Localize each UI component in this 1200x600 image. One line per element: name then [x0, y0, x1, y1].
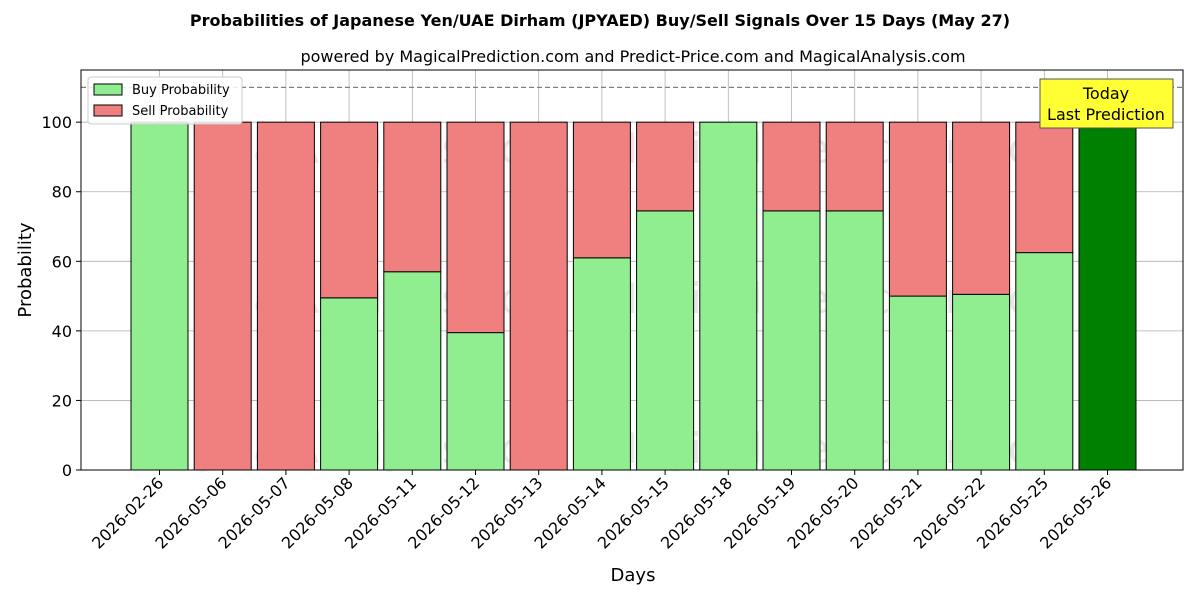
bar-buy	[383, 271, 442, 471]
bar-sell	[383, 121, 442, 273]
y-tick-label: 40	[52, 322, 72, 341]
chart-title: Probabilities of Japanese Yen/UAE Dirham…	[190, 11, 1010, 30]
legend-box	[87, 76, 243, 125]
bar-sell	[446, 121, 505, 334]
y-tick-label: 100	[41, 113, 72, 132]
bar-buy	[1015, 252, 1074, 471]
bar-sell	[952, 121, 1011, 295]
bar-sell	[888, 121, 947, 297]
bar-buy	[130, 121, 189, 471]
today-annotation: Today Last Prediction	[1039, 78, 1174, 129]
legend-label: Buy Probability	[132, 83, 230, 98]
plot-frame	[80, 69, 1184, 471]
bar-buy	[825, 210, 884, 471]
bar-sell	[636, 121, 695, 212]
bar-buy	[636, 210, 695, 471]
legend-swatch	[93, 83, 123, 96]
y-tick-label: 20	[52, 391, 72, 410]
y-tick-label: 0	[62, 461, 72, 480]
bar-buy	[952, 293, 1011, 471]
annotation-text: Today	[1082, 84, 1129, 103]
bar-buy	[762, 210, 821, 471]
legend-label: Sell Probability	[132, 104, 229, 119]
annotation-text: Last Prediction	[1047, 105, 1165, 124]
y-axis-label: Probability	[15, 222, 36, 317]
bar-buy	[572, 257, 631, 471]
annotation-box	[1039, 78, 1174, 129]
bar-buy	[699, 121, 758, 471]
y-tick-label: 80	[52, 183, 72, 202]
chart-subtitle: powered by MagicalPrediction.com and Pre…	[300, 47, 965, 66]
bar-buy	[1078, 121, 1137, 471]
bar-sell	[256, 121, 315, 471]
bar-buy	[888, 295, 947, 471]
bar-sell	[825, 121, 884, 212]
bar-sell	[762, 121, 821, 212]
bar-sell	[509, 121, 568, 471]
bar-sell	[193, 121, 252, 471]
bar-buy	[320, 297, 379, 471]
x-axis-label: Days	[611, 565, 656, 586]
legend: Buy Probability Sell Probability	[87, 76, 243, 125]
legend-swatch	[93, 104, 123, 117]
bars	[130, 121, 1137, 471]
bar-sell	[320, 121, 379, 299]
x-axis: 2026-02-262026-05-062026-05-072026-05-08…	[88, 470, 1115, 553]
bar-sell	[572, 121, 631, 259]
bar-buy	[446, 332, 505, 471]
y-tick-label: 60	[52, 252, 72, 271]
bar-sell	[1015, 121, 1074, 254]
y-axis: 0 20 40 60 80 100	[41, 113, 81, 480]
